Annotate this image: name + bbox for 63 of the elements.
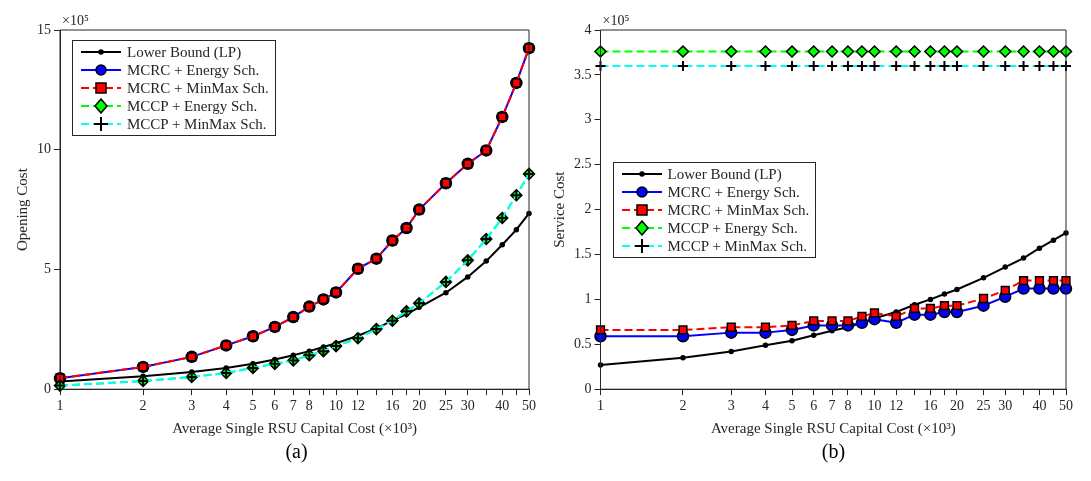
x-tick-label: 40	[1032, 398, 1047, 414]
x-tick-label: 40	[495, 398, 510, 414]
y-tick-label: 1.5	[574, 246, 592, 262]
legend-label: MCCP + Energy Sch.	[667, 218, 798, 237]
y-axis-title: Opening Cost	[13, 167, 30, 252]
text: ×10⁵	[62, 12, 89, 28]
y-tick-label: 2.5	[574, 156, 592, 172]
y-tick-label: 3	[584, 111, 592, 127]
x-tick-label: 25	[976, 398, 991, 414]
x-tick-label: 10	[329, 398, 344, 414]
x-tick-label: 8	[844, 398, 852, 414]
y-tick-label: 10	[37, 141, 51, 157]
x-tick-label: 2	[679, 398, 687, 414]
x-tick-label: 50	[522, 398, 536, 414]
y-tick-label: 5	[44, 261, 51, 277]
x-tick-label: 3	[188, 398, 196, 414]
x-tick-label: 1	[597, 398, 604, 414]
legend-label: MCCP + MinMax Sch.	[667, 236, 808, 255]
text: ×10⁵	[602, 12, 630, 28]
x-tick-label: 7	[289, 398, 297, 414]
x-tick-label: 6	[810, 398, 818, 414]
legend-label: MCRC + Energy Sch.	[127, 61, 260, 79]
y-tick-label: 0.5	[574, 335, 592, 351]
legend-label: Lower Bound (LP)	[127, 43, 242, 61]
x-tick-label: 4	[761, 398, 769, 414]
x-tick-label: 3	[727, 398, 735, 414]
x-tick-label: 10	[867, 398, 882, 414]
x-tick-label: 12	[889, 398, 904, 414]
y-tick-label: 2	[584, 201, 592, 217]
text: (a)	[284, 440, 309, 463]
x-tick-label: 2	[139, 398, 147, 414]
x-tick-label: 20	[949, 398, 964, 414]
legend-label: MCCP + MinMax Sch.	[127, 115, 267, 133]
x-tick-label: 7	[828, 398, 836, 414]
x-tick-label: 5	[249, 398, 257, 414]
x-tick-label: 50	[1059, 398, 1073, 414]
legend-label: Lower Bound (LP)	[667, 164, 782, 183]
x-tick-label: 6	[271, 398, 279, 414]
y-tick-label: 3.5	[574, 66, 592, 82]
x-tick-label: 30	[460, 398, 475, 414]
legend-label: MCRC + Energy Sch.	[667, 182, 800, 201]
y-tick-label: 15	[37, 21, 51, 37]
x-axis-title: Average Single RSU Capital Cost (×10³)	[172, 419, 417, 437]
x-tick-label: 5	[788, 398, 796, 414]
legend-label: MCRC + MinMax Sch.	[667, 200, 810, 219]
x-axis-title: Average Single RSU Capital Cost (×10³)	[710, 419, 956, 437]
x-tick-label: 20	[412, 398, 427, 414]
y-tick-label: 0	[44, 380, 51, 396]
x-tick-label: 12	[350, 398, 365, 414]
x-tick-label: 16	[923, 398, 938, 414]
legend-label: MCRC + MinMax Sch.	[127, 79, 269, 97]
x-tick-label: 30	[998, 398, 1013, 414]
x-tick-label: 8	[305, 398, 313, 414]
x-tick-label: 1	[56, 398, 64, 414]
legend-label: MCCP + Energy Sch.	[127, 97, 258, 115]
text: (b)	[820, 440, 847, 463]
x-tick-label: 4	[222, 398, 230, 414]
x-tick-label: 25	[438, 398, 453, 414]
y-tick-label: 4	[584, 21, 592, 37]
y-axis-title: Service Cost	[550, 170, 567, 248]
y-tick-label: 1	[584, 291, 592, 307]
x-tick-label: 16	[385, 398, 400, 414]
y-tick-label: 0	[584, 380, 592, 396]
